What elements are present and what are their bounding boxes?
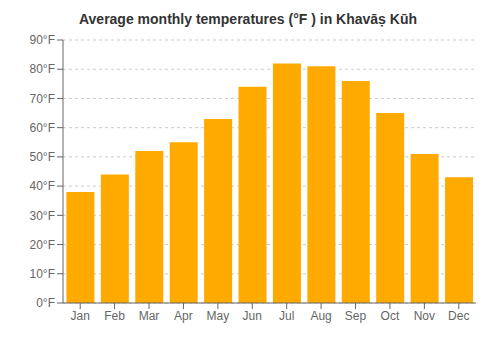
svg-text:Oct: Oct <box>381 309 400 323</box>
svg-text:Jul: Jul <box>279 309 294 323</box>
svg-text:Nov: Nov <box>414 309 435 323</box>
svg-text:Mar: Mar <box>139 309 160 323</box>
svg-text:Apr: Apr <box>174 309 193 323</box>
svg-text:70°F: 70°F <box>30 92 55 106</box>
svg-text:40°F: 40°F <box>30 179 55 193</box>
svg-text:Jan: Jan <box>71 309 90 323</box>
svg-text:10°F: 10°F <box>30 267 55 281</box>
svg-text:May: May <box>207 309 230 323</box>
svg-text:20°F: 20°F <box>30 238 55 252</box>
svg-text:50°F: 50°F <box>30 150 55 164</box>
svg-text:60°F: 60°F <box>30 121 55 135</box>
svg-text:Sep: Sep <box>345 309 367 323</box>
svg-text:90°F: 90°F <box>30 33 55 47</box>
svg-text:Aug: Aug <box>310 309 331 323</box>
svg-text:Dec: Dec <box>448 309 469 323</box>
svg-text:0°F: 0°F <box>36 296 55 310</box>
html-text:Average monthly temperatures (: Average monthly temperatures (°F ) in Kh… <box>79 11 417 27</box>
svg-text:80°F: 80°F <box>30 62 55 76</box>
svg-text:30°F: 30°F <box>30 209 55 223</box>
svg-text:Feb: Feb <box>104 309 125 323</box>
svg-text:Jun: Jun <box>243 309 262 323</box>
